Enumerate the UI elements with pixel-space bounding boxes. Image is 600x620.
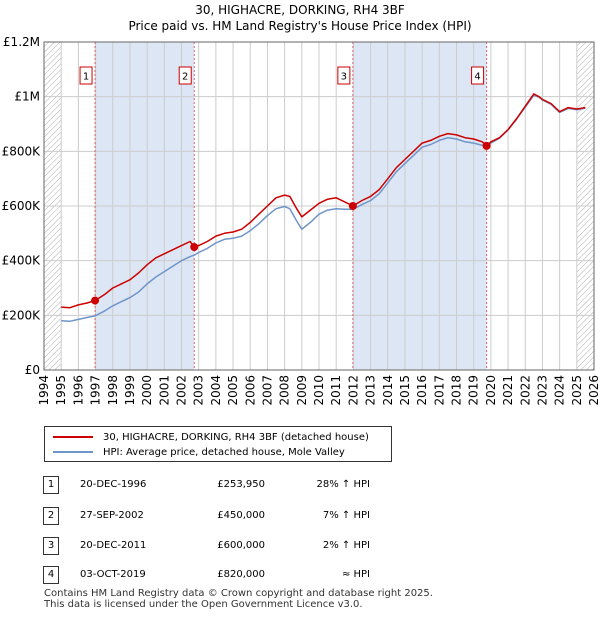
transaction-number: 2 xyxy=(43,507,59,525)
y-tick-label: £600K xyxy=(2,199,42,213)
sale-label: 2 xyxy=(182,72,188,83)
x-tick-label: 2025 xyxy=(570,375,584,406)
transaction-row: 2 27-SEP-2002 £450,000 7% ↑ HPI xyxy=(0,507,600,525)
x-tick-label: 2011 xyxy=(329,375,343,406)
x-tick-label: 2016 xyxy=(415,375,429,406)
transaction-price: £253,950 xyxy=(217,479,265,490)
legend: 30, HIGHACRE, DORKING, RH4 3BF (detached… xyxy=(44,426,392,462)
x-tick-label: 1999 xyxy=(123,375,137,406)
plot-border xyxy=(43,41,595,371)
sale-label: 3 xyxy=(341,72,347,83)
transaction-row: 3 20-DEC-2011 £600,000 2% ↑ HPI xyxy=(0,537,600,555)
x-tick-label: 2010 xyxy=(312,375,326,406)
y-tick-label: £1.2M xyxy=(3,35,40,49)
x-tick-label: 2023 xyxy=(535,375,549,406)
x-tick-label: 1998 xyxy=(106,375,120,406)
x-tick-label: 2001 xyxy=(157,375,171,406)
x-tick-label: 2005 xyxy=(226,375,240,406)
transaction-number: 3 xyxy=(43,537,59,555)
chart-subtitle: Price paid vs. HM Land Registry's House … xyxy=(128,19,472,33)
x-tick-label: 2009 xyxy=(295,375,309,406)
x-tick-label: 2022 xyxy=(518,375,532,406)
transaction-hpi-relation: 2% ↑ HPI xyxy=(322,540,370,551)
transaction-number: 4 xyxy=(43,566,59,584)
x-tick-label: 2008 xyxy=(278,375,292,406)
x-tick-label: 2006 xyxy=(243,375,257,406)
x-tick-label: 2007 xyxy=(260,375,274,406)
transaction-price: £600,000 xyxy=(217,540,265,551)
x-tick-label: 2003 xyxy=(192,375,206,406)
y-tick-label: £0 xyxy=(25,363,40,377)
sale-label-box xyxy=(337,66,351,85)
sale-label-box xyxy=(178,66,192,85)
transaction-date: 20-DEC-1996 xyxy=(80,479,147,490)
legend-swatch-hpi xyxy=(53,451,93,453)
sale-point xyxy=(91,296,100,305)
x-tick-label: 2020 xyxy=(484,375,498,406)
y-tick-label: £400K xyxy=(2,254,42,268)
x-tick-label: 1995 xyxy=(54,375,68,406)
x-tick-label: 2024 xyxy=(553,375,567,406)
x-tick-label: 2019 xyxy=(467,375,481,406)
x-tick-label: 2018 xyxy=(450,375,464,406)
sale-point xyxy=(482,141,491,150)
x-tick-label: 2014 xyxy=(381,375,395,406)
x-tick-label: 2017 xyxy=(432,375,446,406)
y-tick-label: £200K xyxy=(2,308,42,322)
y-tick-label: £1M xyxy=(14,90,40,104)
chart-title: 30, HIGHACRE, DORKING, RH4 3BF xyxy=(195,3,405,17)
footer-copyright: Contains HM Land Registry data © Crown c… xyxy=(44,588,433,599)
transaction-hpi-relation: ≈ HPI xyxy=(341,569,370,580)
transaction-number: 1 xyxy=(43,476,59,494)
transaction-hpi-relation: 28% ↑ HPI xyxy=(316,479,370,490)
transaction-hpi-relation: 7% ↑ HPI xyxy=(322,510,370,521)
transaction-price: £450,000 xyxy=(217,510,265,521)
x-tick-label: 2000 xyxy=(140,375,154,406)
sale-label-box xyxy=(471,66,485,85)
sale-label: 1 xyxy=(83,72,89,83)
x-tick-label: 2026 xyxy=(587,375,600,406)
sale-point xyxy=(190,243,199,251)
x-tick-label: 2015 xyxy=(398,375,412,406)
x-tick-label: 2013 xyxy=(364,375,378,406)
legend-label-price: 30, HIGHACRE, DORKING, RH4 3BF (detached… xyxy=(103,431,369,443)
legend-swatch-price xyxy=(53,436,93,438)
x-tick-label: 1997 xyxy=(89,375,103,406)
x-tick-label: 2012 xyxy=(346,375,360,406)
footer-licence: This data is licensed under the Open Gov… xyxy=(44,599,363,610)
sale-point xyxy=(348,202,357,210)
footer: Contains HM Land Registry data © Crown c… xyxy=(44,588,433,610)
transaction-row: 1 20-DEC-1996 £253,950 28% ↑ HPI xyxy=(0,476,600,494)
x-tick-label: 1994 xyxy=(37,375,51,406)
sale-label: 4 xyxy=(474,72,480,83)
y-tick-label: £800K xyxy=(2,144,42,158)
transaction-date: 20-DEC-2011 xyxy=(80,540,147,551)
sale-label-box xyxy=(79,66,93,85)
x-tick-label: 2002 xyxy=(175,375,189,406)
x-tick-label: 2004 xyxy=(209,375,223,406)
legend-label-hpi: HPI: Average price, detached house, Mole… xyxy=(103,446,345,458)
x-tick-label: 1996 xyxy=(71,375,85,406)
price-paid-line xyxy=(61,93,586,309)
legend-entry-price: 30, HIGHACRE, DORKING, RH4 3BF (detached… xyxy=(53,430,369,444)
transaction-date: 27-SEP-2002 xyxy=(80,510,144,521)
legend-entry-hpi: HPI: Average price, detached house, Mole… xyxy=(53,445,345,459)
transaction-row: 4 03-OCT-2019 £820,000 ≈ HPI xyxy=(0,566,600,584)
x-tick-label: 2021 xyxy=(501,375,515,406)
transaction-price: £820,000 xyxy=(217,569,265,580)
transaction-date: 03-OCT-2019 xyxy=(80,569,146,580)
